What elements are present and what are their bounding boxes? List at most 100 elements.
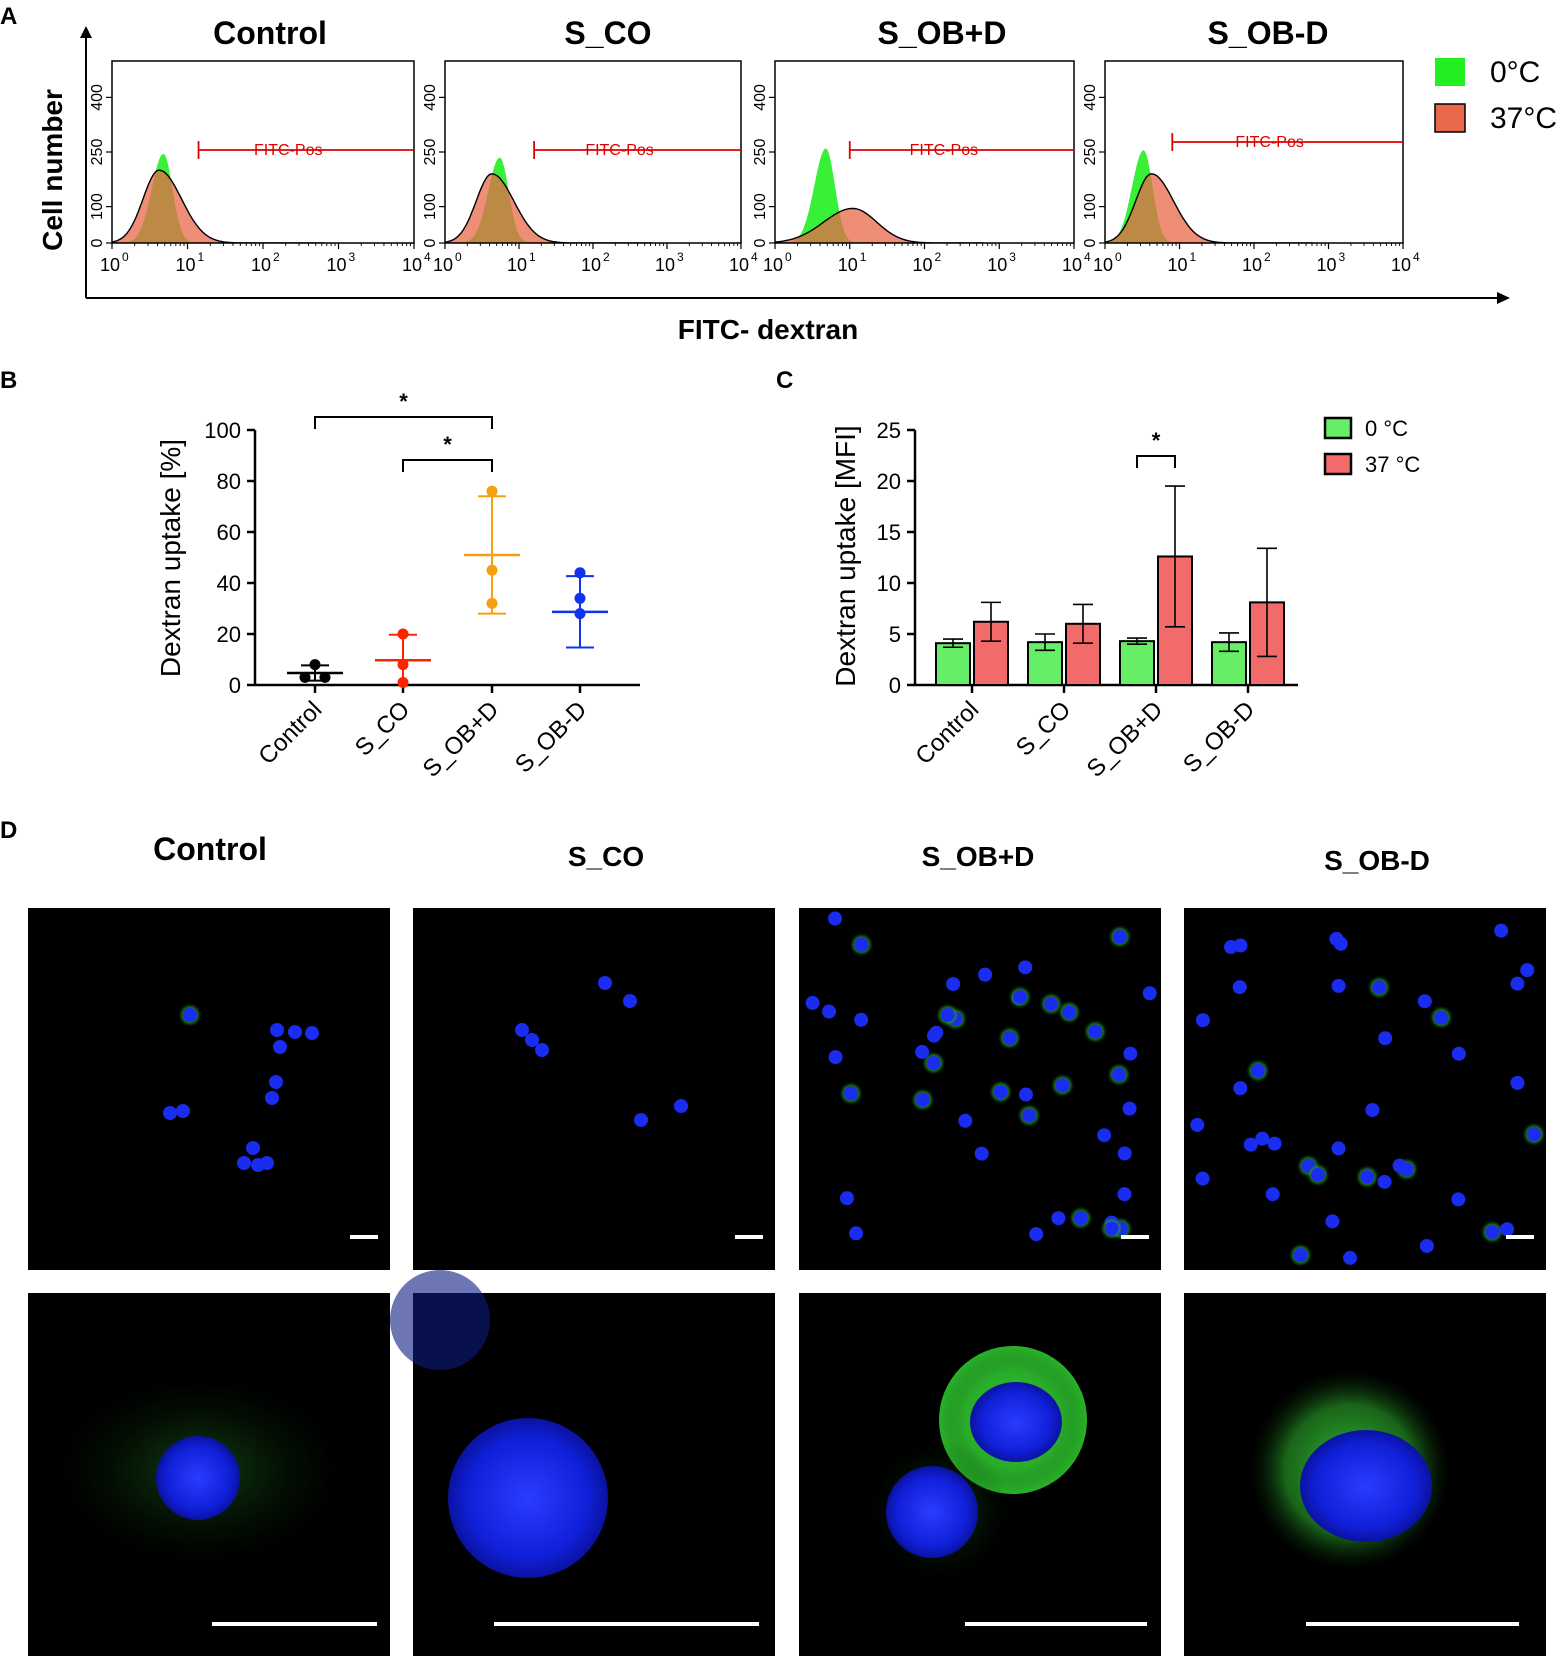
panel-b-point-1-0 [397,628,409,640]
micrograph-overview-cells-2 [805,911,1157,1242]
overview-cell-nucleus-2-25 [974,1146,989,1161]
panel-d-title-2: S_OB+D [922,841,1035,872]
overview-cell-nucleus-3-15 [1360,1169,1375,1184]
panel-c-legend-label-1: 37 °C [1365,452,1420,477]
panel-a-legend-swatch-1 [1434,103,1466,133]
overview-cell-nucleus-0-6 [273,1040,287,1054]
overview-cell-nucleus-3-32 [1232,980,1247,995]
overview-cell-nucleus-2-14 [1112,929,1127,944]
panel-a-xtick-exp-0-4: 4 [424,250,431,264]
overview-cell-nucleus-1-1 [623,994,637,1008]
overview-cell-nucleus-1-3 [525,1033,539,1047]
overview-cell-nucleus-3-26 [1392,1158,1407,1173]
closeup-nucleus-control [156,1436,240,1520]
overview-cell-nucleus-2-40 [1062,1005,1077,1020]
panel-a-hist-37c-1 [445,173,653,243]
panel-a-ytick-label-2-0: 0 [752,238,769,247]
micrograph-overview-scalebar-0 [350,1235,378,1239]
overview-cell-nucleus-3-4 [1331,978,1346,993]
overview-cell-nucleus-3-37 [1329,931,1344,946]
panel-c-bars: Dextran uptake [MFI] 0 °C 37 °C 0 5 10 15 20 2… [830,416,1420,783]
panel-a-xtick-label-2-2: 10 [912,255,932,275]
closeup-nucleus-s-ob-d-second [886,1466,978,1558]
overview-cell-nucleus-1-2 [515,1023,529,1037]
panel-a-xtick-label-1-4: 10 [729,255,749,275]
panel-a-xtick-label-2-4: 10 [1062,255,1082,275]
panel-a-histograms: Cell number FITC- dextran 0°C 37°C Contro… [37,15,1557,345]
panel-b-sig-star-0: * [399,389,408,414]
panel-a-xtick-label-2-0: 10 [763,255,783,275]
panel-b-scatter: Dextran uptake [%] 0 20 40 60 80 100 Control S_… [155,389,640,783]
panel-a-xtick-exp-2-1: 1 [860,250,867,264]
overview-cell-nucleus-3-12 [1251,1063,1266,1078]
panel-b-point-3-2 [574,608,586,620]
panel-a-y-label: Cell number [37,89,68,251]
overview-cell-nucleus-2-20 [915,1092,930,1107]
panel-d-micrographs: Control S_CO S_OB+D S_OB-D [28,831,1546,1656]
panel-a-gate-label-2: FITC-Pos [910,142,978,159]
overview-cell-nucleus-2-29 [915,1044,930,1059]
panel-a-ytick-label-0-3: 400 [89,84,106,111]
overview-cell-nucleus-0-9 [246,1141,260,1155]
panel-c-legend: 0 °C 37 °C [1323,416,1420,477]
overview-cell-nucleus-2-35 [1018,960,1033,975]
overview-cell-nucleus-2-15 [926,1028,941,1043]
panel-a-xtick-exp-0-2: 2 [273,250,280,264]
overview-cell-nucleus-2-7 [854,1012,869,1027]
panel-a-ytick-label-1-3: 400 [422,84,439,111]
overview-cell-nucleus-3-25 [1195,1171,1210,1186]
panel-a-ytick-label-3-1: 100 [1082,193,1099,220]
overview-cell-nucleus-3-30 [1190,1117,1205,1132]
overview-cell-nucleus-2-32 [828,1050,843,1065]
panel-a-xtick-label-0-4: 10 [402,255,422,275]
overview-cell-nucleus-3-38 [1265,1187,1280,1202]
overview-cell-nucleus-2-13 [946,976,961,991]
overview-cell-nucleus-0-0 [183,1008,197,1022]
panel-d-title-0: Control [153,831,267,867]
panel-b-xtick-label-3: S_OB-D [510,696,592,778]
overview-cell-nucleus-2-10 [1051,1211,1066,1226]
overview-cell-nucleus-3-14 [1365,1103,1380,1118]
overview-cell-nucleus-2-36 [958,1113,973,1128]
panel-b-sig-bracket-0 [314,416,493,429]
panel-a-xtick-exp-0-0: 0 [122,250,129,264]
panel-a-ytick-label-2-2: 250 [752,139,769,166]
panel-b-point-3-1 [574,592,586,604]
panel-a-xtick-label-1-3: 10 [655,255,675,275]
panel-c-legend-swatch-1 [1323,452,1353,476]
panel-a-ytick-label-0-1: 100 [89,193,106,220]
overview-cell-nucleus-3-17 [1195,1013,1210,1028]
panel-a-xtick-label-3-4: 10 [1391,255,1411,275]
panel-c-xtick-label-2: S_OB+D [1082,696,1169,783]
panel-c-ytick-label-4: 20 [877,469,901,494]
overview-cell-nucleus-2-9 [1122,1101,1137,1116]
overview-cell-nucleus-3-39 [1520,963,1535,978]
micrograph-overview-0 [28,908,390,1270]
panel-a-xtick-exp-1-2: 2 [603,250,610,264]
panel-c-xtick-label-1: S_CO [1011,696,1076,761]
overview-cell-nucleus-0-1 [163,1106,177,1120]
panel-letter-a: A [0,3,17,30]
panel-b-point-1-2 [397,676,409,688]
overview-cell-nucleus-3-31 [1510,976,1525,991]
overview-cell-nucleus-3-35 [1331,1141,1346,1156]
overview-cell-nucleus-3-10 [1377,1174,1392,1189]
panel-a-x-arrowhead [1497,292,1510,304]
panel-a-ytick-label-1-1: 100 [422,193,439,220]
panel-a-legend: 0°C 37°C [1434,56,1557,135]
overview-cell-nucleus-2-0 [1117,1187,1132,1202]
panel-a-ytick-label-2-1: 100 [752,193,769,220]
panel-a-xtick-label-0-1: 10 [175,255,195,275]
panel-a-ytick-label-3-2: 250 [1082,139,1099,166]
overview-cell-nucleus-2-2 [1117,1146,1132,1161]
micrograph-overview-cells-1 [515,976,688,1127]
panel-c-xtick-label-0: Control [910,696,984,770]
panel-a-curves-3 [1105,150,1314,243]
overview-cell-nucleus-3-22 [1451,1192,1466,1207]
overview-cell-nucleus-0-4 [288,1025,302,1039]
panel-a-title-2: S_OB+D [878,15,1007,51]
panel-b-ytick-label-1: 20 [217,622,241,647]
closeup-nucleus-s-ob-d-main [970,1382,1062,1462]
panel-a-hist-37c-2 [775,207,985,243]
overview-cell-nucleus-3-0 [1325,1214,1340,1229]
